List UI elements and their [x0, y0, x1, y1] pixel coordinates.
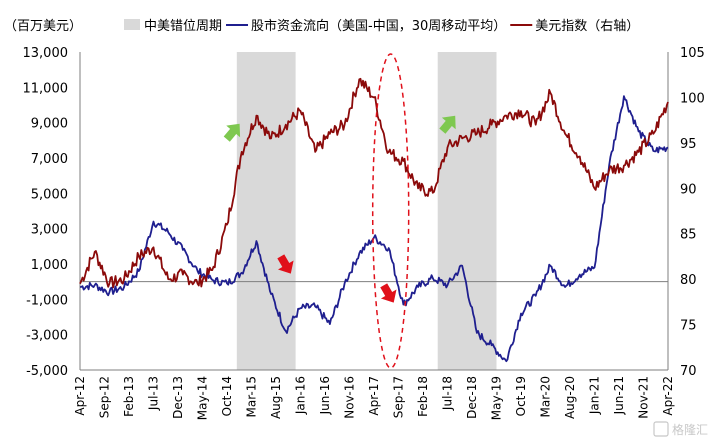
legend: 中美错位周期 股市资金流向（美国-中国，30周移动平均） 美元指数（右轴）	[124, 18, 639, 34]
x-tick-label: Oct-14	[220, 376, 234, 416]
fund-flow-line	[79, 95, 669, 363]
x-tick-label: Apr-12	[73, 376, 87, 416]
up-arrow-3	[439, 115, 456, 134]
x-tick-label: Apr-17	[367, 376, 381, 416]
x-tick-label: Sep-12	[98, 376, 112, 418]
watermark-text: 格隆汇	[672, 422, 708, 437]
x-tick-label: Jan-16	[294, 376, 308, 415]
left-tick-label: 1,000	[31, 258, 68, 273]
up-arrow-shape	[223, 123, 241, 142]
left-tick-label: 11,000	[23, 81, 69, 96]
up-arrow-0	[223, 123, 241, 142]
legend-label: 美元指数（右轴）	[535, 19, 639, 34]
left-tick-label: -5,000	[26, 364, 68, 379]
right-tick-label: 75	[680, 319, 697, 334]
left-tick-label: 5,000	[31, 187, 68, 202]
x-tick-label: Feb-18	[416, 376, 430, 417]
down-arrow-shape	[277, 254, 294, 274]
legend-label: 股市资金流向（美国-中国，30周移动平均）	[251, 18, 506, 34]
x-tick-label: Nov-21	[637, 376, 651, 419]
left-axis-unit-label: （百万美元）	[4, 19, 82, 34]
annotations	[223, 53, 456, 369]
watermark: 格隆汇	[653, 421, 708, 437]
x-tick-label: Jul-18	[441, 376, 455, 411]
x-tick-label: Sep-17	[392, 376, 406, 418]
right-tick-label: 95	[680, 137, 697, 152]
down-arrow-shape	[380, 283, 397, 303]
x-tick-label: Jun-16	[318, 376, 332, 415]
x-tick-label: Dec-13	[171, 376, 185, 419]
watermark-logo-icon	[653, 421, 669, 437]
series-lines	[79, 77, 669, 363]
x-tick-label: May-19	[490, 376, 504, 420]
axes	[79, 52, 669, 371]
x-tick-label: Oct-19	[514, 376, 528, 416]
x-tick-label: Feb-13	[122, 376, 136, 417]
right-tick-label: 80	[680, 273, 697, 288]
down-arrow-2	[380, 283, 397, 303]
x-tick-label: Mar-15	[245, 376, 259, 417]
right-tick-label: 90	[680, 182, 697, 197]
highlight-ellipse	[371, 53, 410, 369]
up-arrow-shape	[439, 115, 456, 134]
legend-label: 中美错位周期	[144, 19, 222, 34]
x-tick-label: Mar-20	[539, 376, 553, 417]
right-tick-label: 70	[680, 364, 697, 379]
right-tick-label: 100	[680, 91, 705, 106]
left-tick-label: 7,000	[31, 152, 68, 167]
x-tick-label: Aug-20	[563, 376, 577, 419]
left-tick-label: -1,000	[26, 293, 68, 308]
x-tick-label: Jul-13	[147, 376, 161, 411]
down-arrow-1	[277, 254, 294, 274]
x-tick-label: May-14	[196, 376, 210, 420]
x-tick-label: Nov-16	[343, 376, 357, 419]
x-tick-label: Aug-15	[269, 376, 283, 419]
tick-labels: 13,000 11,000 9,000 7,000 5,000 3,000 1,000 -1,…	[4, 19, 705, 420]
x-tick-label: Apr-22	[661, 376, 675, 416]
right-tick-label: 85	[680, 228, 697, 243]
legend-swatch-band	[124, 19, 140, 30]
shaded-period-2	[437, 52, 497, 370]
right-tick-label: 105	[680, 46, 705, 61]
shaded-period-1	[236, 52, 296, 370]
x-tick-label: Jan-21	[588, 376, 602, 415]
left-tick-label: 9,000	[31, 117, 68, 132]
left-tick-label: 3,000	[31, 223, 68, 238]
left-tick-label: -3,000	[26, 329, 68, 344]
x-tick-label: Jun-21	[612, 376, 626, 415]
x-tick-label: Dec-18	[465, 376, 479, 419]
shaded-periods	[236, 52, 497, 370]
dollar-index-line	[79, 77, 669, 289]
left-tick-label: 13,000	[23, 46, 69, 61]
